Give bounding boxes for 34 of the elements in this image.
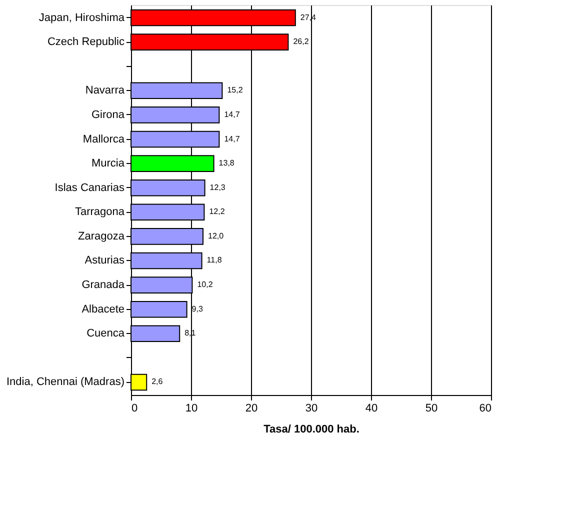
y-tick-label: Granada <box>82 279 126 292</box>
data-label: 12,2 <box>209 207 226 216</box>
y-tick-label: Mallorca <box>82 133 126 146</box>
x-axis-title: Tasa/ 100.000 hab. <box>264 424 360 436</box>
data-label: 26,2 <box>293 37 310 46</box>
y-tick-label: Navarra <box>85 84 126 97</box>
x-tick-label: 10 <box>185 402 198 414</box>
y-tick-label: Islas Canarias <box>54 182 125 194</box>
data-label: 9,3 <box>192 304 204 314</box>
x-tick-label: 60 <box>479 402 492 414</box>
y-tick-label: Albacete <box>82 303 124 316</box>
x-tick-label: 0 <box>132 402 138 414</box>
data-label: 15,2 <box>227 86 244 95</box>
data-label: 14,7 <box>224 134 240 144</box>
x-tick-label: 50 <box>425 402 438 414</box>
y-tick-label: Tarragona <box>74 206 126 218</box>
y-tick-label: Murcia <box>91 158 126 170</box>
y-tick-label: India, Chennai (Madras) <box>6 376 124 388</box>
data-label: 10,2 <box>197 280 214 290</box>
data-label: 11,8 <box>206 256 222 265</box>
data-label: 14,7 <box>224 110 240 119</box>
y-tick-label: Girona <box>91 108 126 121</box>
y-tick-label: Czech Republic <box>47 36 125 48</box>
data-label: 12,0 <box>208 231 224 240</box>
y-tick-label: Zaragoza <box>78 230 126 242</box>
y-tick-label: Cuenca <box>86 328 126 340</box>
y-tick-label: Asturias <box>84 254 125 267</box>
data-label: 12,3 <box>210 182 226 192</box>
x-tick-label: 40 <box>365 402 378 414</box>
x-tick-label: 30 <box>305 402 318 414</box>
data-label: 13,8 <box>218 158 235 168</box>
y-tick-label: Japan, Hiroshima <box>38 12 126 24</box>
data-label: 2,6 <box>152 377 164 386</box>
x-tick-label: 20 <box>245 402 258 414</box>
